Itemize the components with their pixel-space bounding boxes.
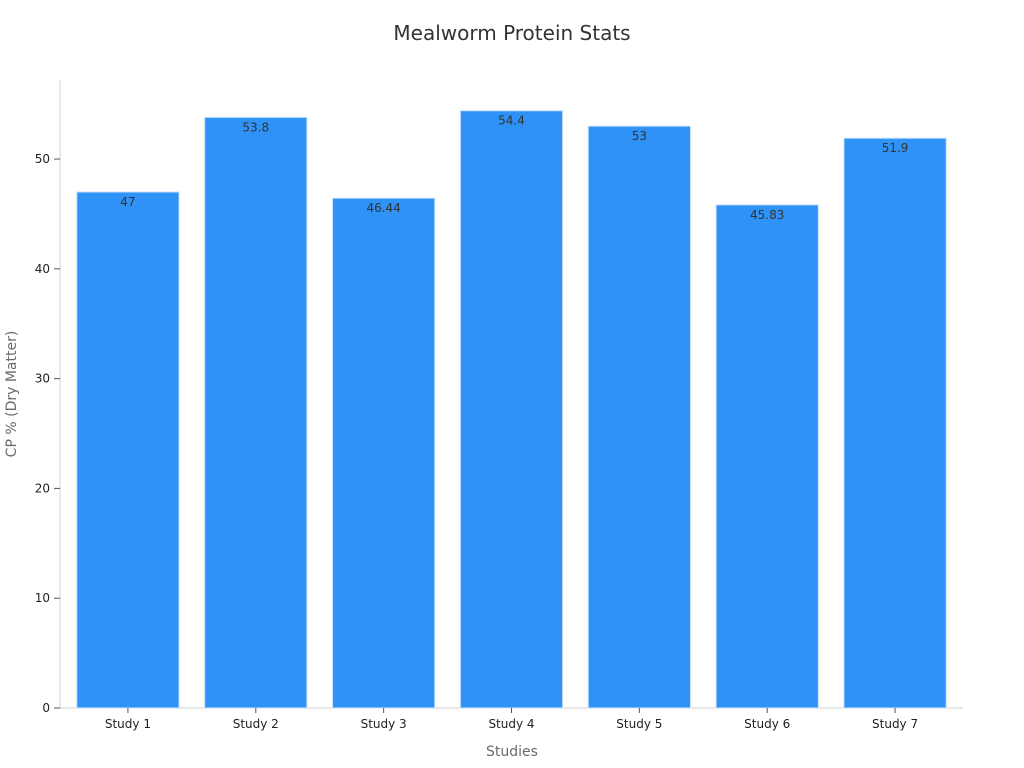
x-tick-label: Study 7 (872, 717, 918, 731)
y-tick-label: 10 (35, 591, 50, 605)
x-tick-label: Study 5 (616, 717, 662, 731)
bar-value-label: 47 (120, 195, 135, 209)
bar (843, 137, 947, 709)
y-tick-label: 30 (35, 372, 50, 386)
y-tick-label: 40 (35, 262, 50, 276)
y-axis-title: CP % (Dry Matter) (4, 331, 20, 458)
bar (459, 110, 564, 709)
bar (587, 125, 692, 709)
x-tick-label: Study 2 (233, 717, 279, 731)
bar (204, 116, 308, 709)
x-tick-label: Study 6 (744, 717, 790, 731)
bar-value-label: 53.8 (242, 120, 269, 134)
x-tick-label: Study 3 (361, 717, 407, 731)
x-axis-title: Studies (486, 744, 538, 760)
bar-value-label: 53 (632, 129, 647, 143)
x-tick-label: Study 1 (105, 717, 151, 731)
bar-value-label: 54.4 (498, 114, 525, 128)
x-tick-label: Study 4 (488, 717, 534, 731)
chart-title: Mealworm Protein Stats (393, 21, 630, 45)
y-tick-label: 0 (42, 701, 50, 715)
bar (715, 204, 819, 709)
bar (76, 191, 180, 709)
bar-value-label: 51.9 (882, 141, 909, 155)
bar-value-label: 45.83 (750, 208, 784, 222)
bar-value-label: 46.44 (366, 201, 400, 215)
y-tick-label: 20 (35, 481, 50, 495)
bar (332, 197, 436, 709)
plot-area: 0 10 20 30 40 50 47 Study 1 53.8 Study 2 46.44 Stud… (35, 80, 963, 731)
y-tick-label: 50 (35, 152, 50, 166)
